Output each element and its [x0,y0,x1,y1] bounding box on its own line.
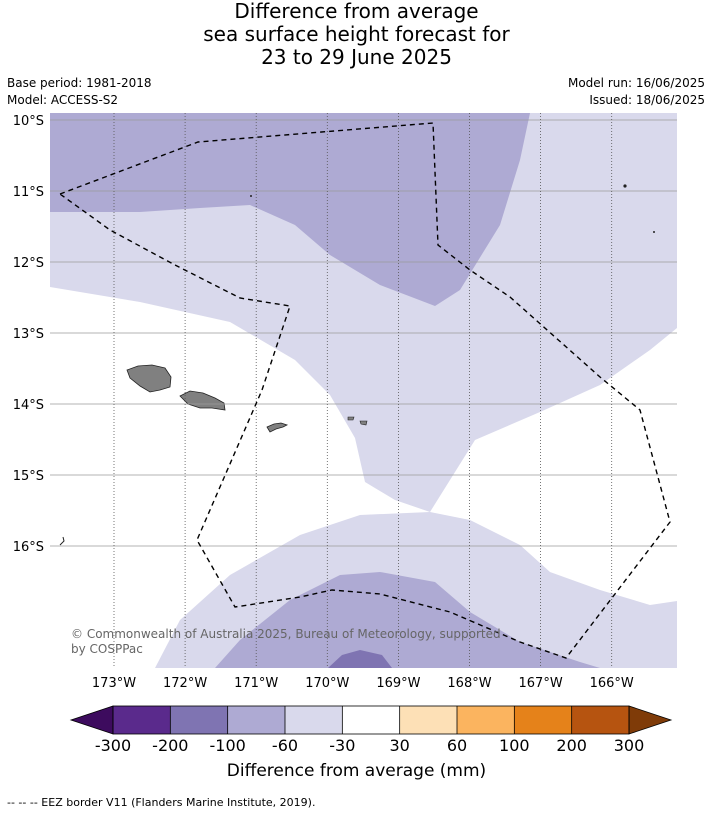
lat-tick-label: 16°S [13,540,44,555]
colorbar-tick-label: 30 [389,736,409,755]
sea-level-map: 10°S 11°S 12°S 13°S 14°S 15°S 16°S 173°W 172°W 17… [13,113,677,755]
colorbar-tick-label: 300 [614,736,645,755]
lat-tick-label: 14°S [13,398,44,413]
lat-tick-label: 10°S [13,114,44,129]
colorbar-tick-label: -30 [329,736,355,755]
colorbar-swatch [571,706,629,734]
savaii-island [126,364,172,393]
lon-tick-label: 167°W [519,676,563,691]
colorbar-label: Difference from average (mm) [226,761,487,781]
manua-island-2 [359,420,368,426]
map-field [50,113,677,668]
colorbar-tick-label: 200 [556,736,587,755]
title-line-2: sea surface height forecast for [203,22,510,46]
model-text: Model: ACCESS-S2 [7,93,119,107]
issued-text: Issued: 18/06/2025 [589,93,705,107]
lon-tick-label: 173°W [92,676,136,691]
base-period-text: Base period: 1981-2018 [7,76,152,90]
colorbar-swatch [342,706,400,734]
title-line-3: 23 to 29 June 2025 [261,45,452,69]
lat-tick-label: 11°S [13,185,44,200]
colorbar-under-arrow [69,705,114,735]
colorbar: -300 -200 -100 -60 -30 30 60 100 200 300 [69,705,673,755]
eez-border-line [58,122,671,659]
eez-footnote: -- -- -- EEZ border V11 (Flanders Marine… [7,796,316,809]
lon-tick-label: 166°W [590,676,634,691]
colorbar-swatch [227,706,285,734]
manua-island-1 [347,416,355,421]
field-near-average-region [50,287,677,668]
meta-left: Base period: 1981-2018 Model: ACCESS-S2 [7,75,152,109]
colorbar-tick-label: -300 [95,736,131,755]
colorbar-tick-label: -60 [272,736,298,755]
colorbar-swatch [285,706,343,734]
colorbar-tick-label: -100 [210,736,246,755]
copyright-text-1: © Commonwealth of Australia 2025, Bureau… [71,627,501,641]
lon-tick-label: 170°W [305,676,349,691]
colorbar-over-arrow [628,705,673,735]
lon-tick-label: 169°W [376,676,420,691]
islet-3 [250,195,252,197]
lat-tick-label: 12°S [13,256,44,271]
map-title: Difference from average sea surface heig… [0,0,713,69]
colorbar-swatch [399,706,457,734]
model-run-text: Model run: 16/06/2025 [567,76,705,90]
upolu-island [179,390,226,411]
lat-tick-label: 13°S [13,327,44,342]
colorbar-swatch [113,706,171,734]
copyright-text-2: by COSPPac [71,642,143,656]
lat-tick-label: 15°S [13,469,44,484]
lon-tick-label: 172°W [163,676,207,691]
colorbar-tick-label: 60 [447,736,467,755]
field-bottom-depression [215,572,600,668]
colorbar-tick-label: 100 [499,736,530,755]
islet-2 [653,231,655,233]
title-line-1: Difference from average [234,0,479,23]
field-top-depression [50,113,530,306]
colorbar-swatch [170,706,228,734]
tutuila-island [266,422,289,433]
islet-1 [623,184,627,188]
colorbar-tick-label: -200 [152,736,188,755]
colorbar-swatch [514,706,572,734]
field-strong-depression [328,650,392,668]
meta-right: Model run: 16/06/2025 Issued: 18/06/2025 [568,75,705,109]
islet-4 [59,536,65,546]
lon-tick-label: 171°W [234,676,278,691]
colorbar-swatch [457,706,515,734]
lon-tick-label: 168°W [447,676,491,691]
eez-boundary [58,122,671,659]
graticule: 10°S 11°S 12°S 13°S 14°S 15°S 16°S 173°W 172°W 17… [13,113,677,691]
